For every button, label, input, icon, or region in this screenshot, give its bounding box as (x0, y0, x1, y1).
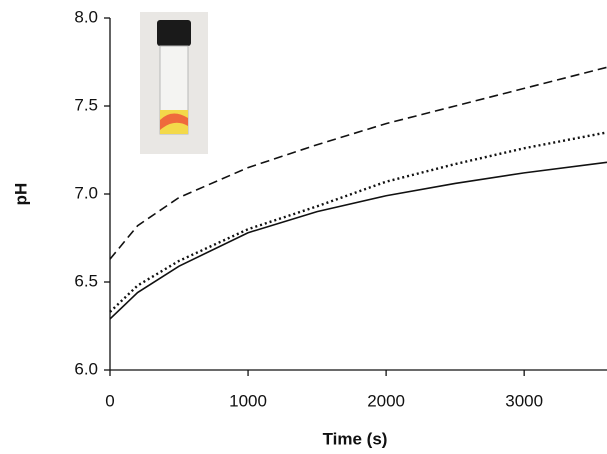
x-tick-label: 1000 (229, 391, 267, 410)
series-line (109, 131, 607, 313)
vial-inset (140, 12, 208, 154)
x-tick-label: 2000 (367, 391, 405, 410)
series-line (109, 161, 607, 320)
y-tick-label: 7.5 (74, 95, 98, 114)
y-axis-label: pH (11, 183, 30, 206)
x-axis-label: Time (s) (323, 429, 388, 448)
y-tick-label: 7.0 (74, 183, 98, 202)
y-tick-label: 6.5 (74, 271, 98, 290)
x-tick-label: 0 (105, 391, 114, 410)
y-tick-label: 8.0 (74, 7, 98, 26)
series-line (109, 66, 607, 260)
y-tick-label: 6.0 (74, 359, 98, 378)
x-tick-label: 3000 (505, 391, 543, 410)
